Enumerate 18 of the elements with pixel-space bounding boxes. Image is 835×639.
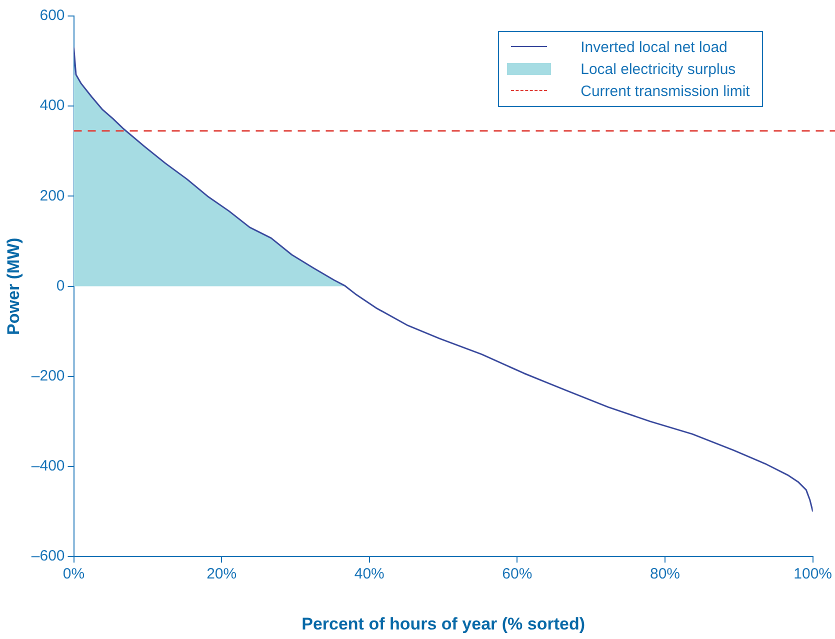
x-tick-label: 80% — [650, 566, 680, 583]
y-tick-label: 200 — [40, 187, 65, 204]
y-tick-label: –400 — [31, 458, 65, 475]
y-tick-label: 400 — [40, 97, 65, 114]
legend-label: Local electricity surplus — [580, 60, 736, 78]
y-tick-label: 0 — [56, 277, 65, 294]
x-tick-label: 60% — [502, 566, 532, 583]
x-axis-title: Percent of hours of year (% sorted) — [302, 614, 585, 634]
legend-label: Inverted local net load — [580, 38, 728, 56]
x-tick-label: 40% — [354, 566, 384, 583]
y-tick-label: –200 — [31, 368, 65, 385]
x-tick-label: 100% — [794, 566, 832, 583]
y-axis-title: Power (MW) — [4, 238, 23, 335]
x-tick-label: 0% — [62, 566, 85, 583]
y-tick-label: –600 — [31, 548, 65, 565]
x-tick-label: 20% — [206, 566, 237, 583]
legend-label: Current transmission limit — [580, 82, 750, 100]
y-tick-label: 600 — [40, 7, 65, 24]
